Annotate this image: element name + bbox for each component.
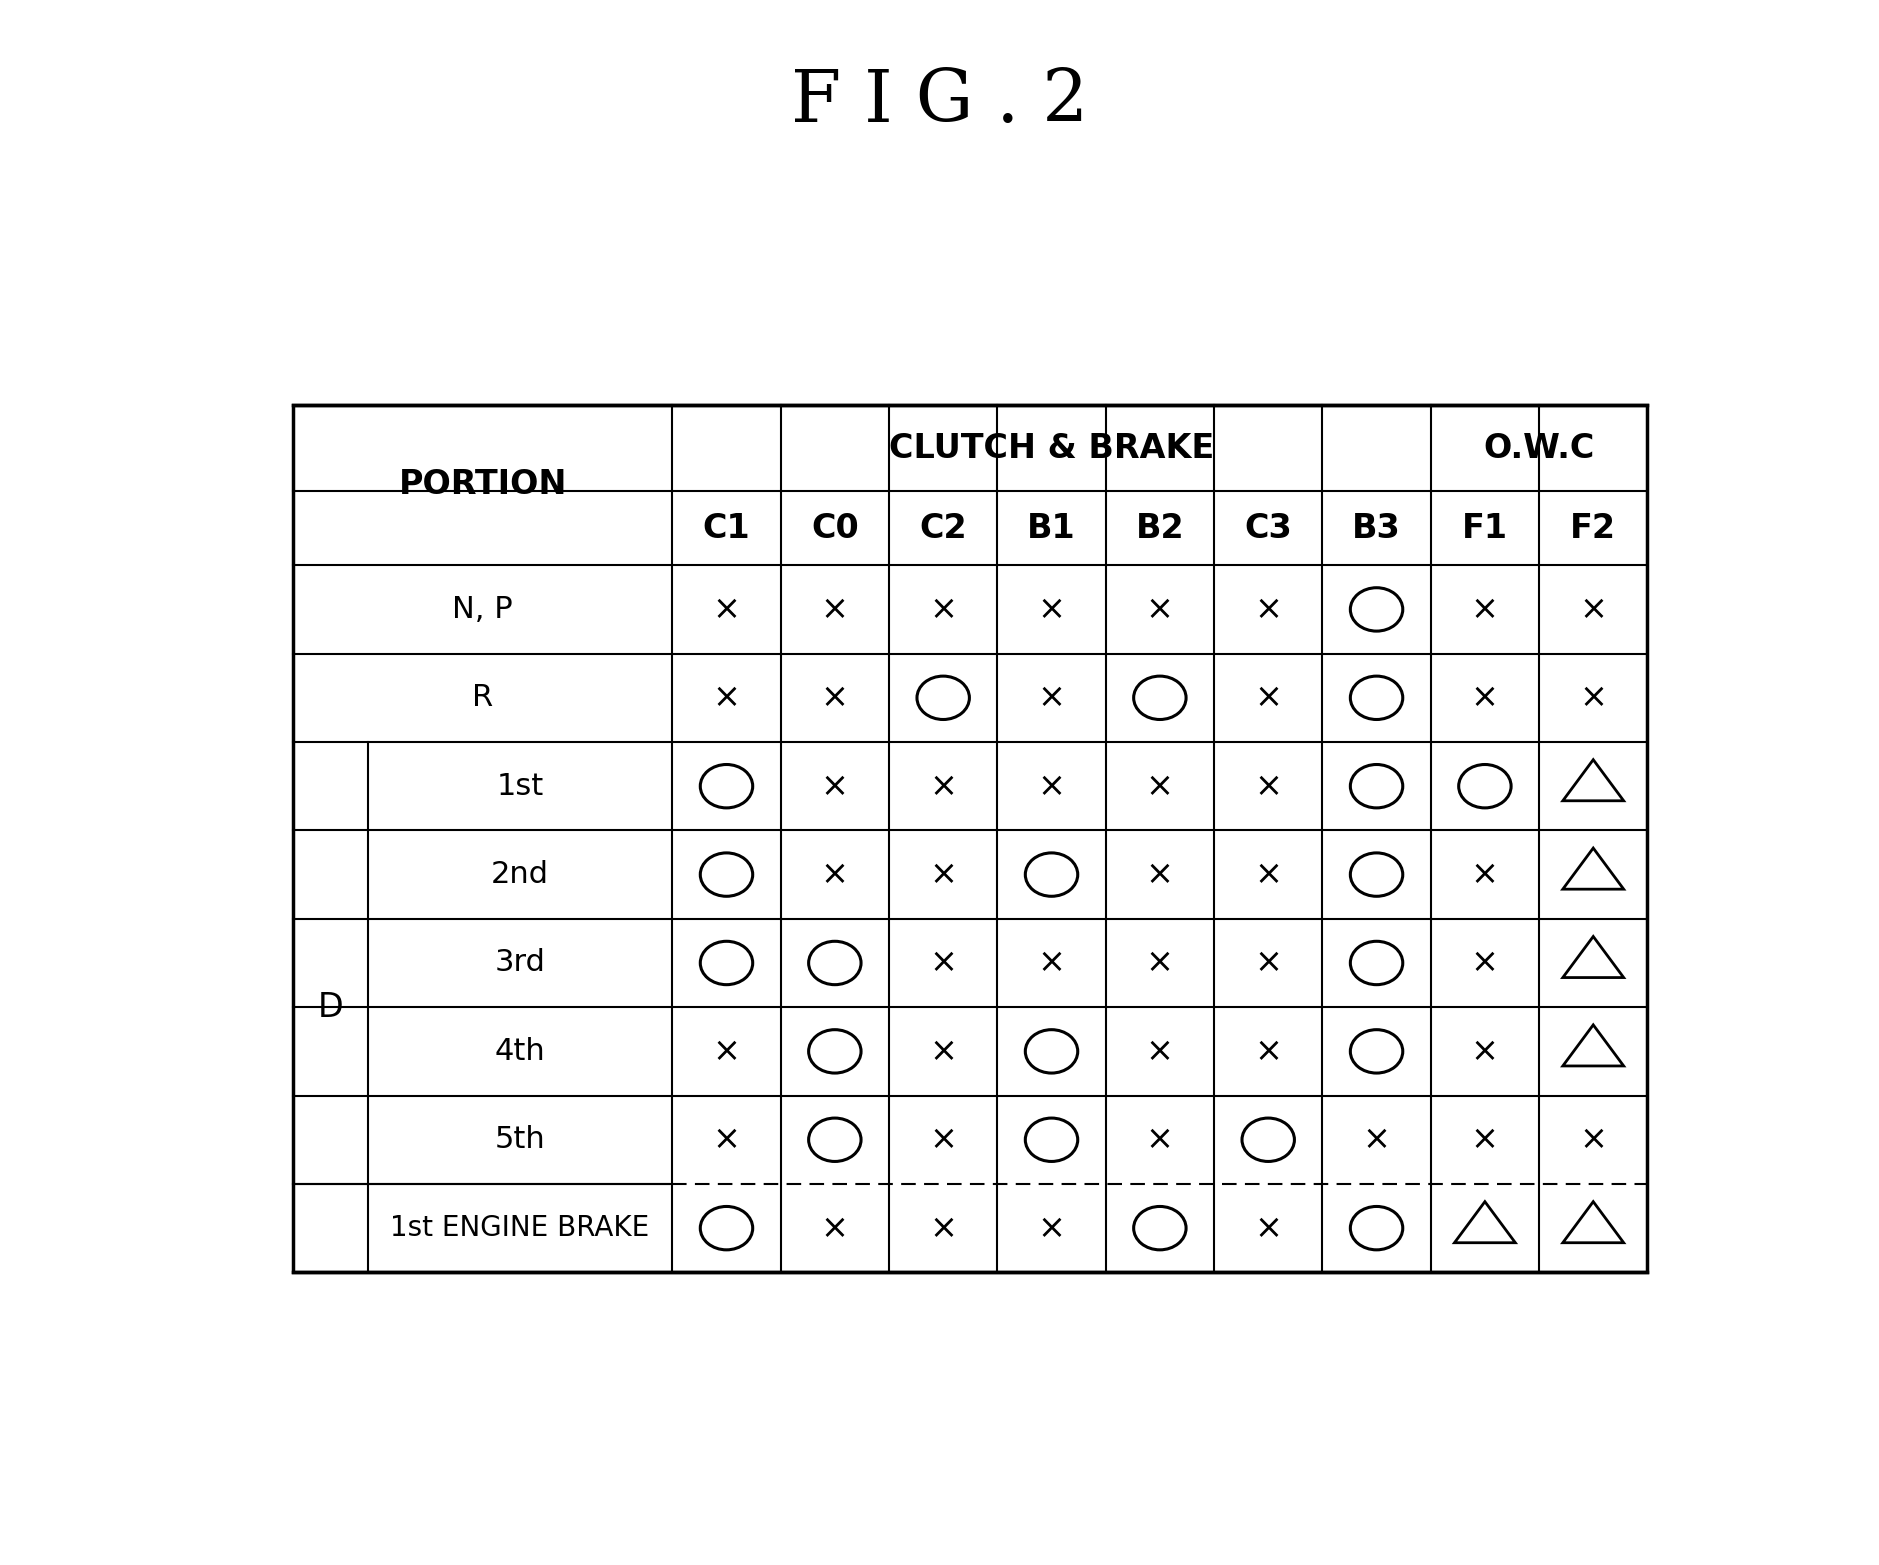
Text: ×: × xyxy=(1253,1034,1281,1067)
Text: ×: × xyxy=(1037,681,1065,714)
Text: 1st: 1st xyxy=(496,772,543,801)
Text: C2: C2 xyxy=(919,512,968,545)
Text: ×: × xyxy=(1362,1124,1390,1157)
Text: ×: × xyxy=(1471,1124,1499,1157)
Text: 1st ENGINE BRAKE: 1st ENGINE BRAKE xyxy=(391,1214,650,1243)
Text: ×: × xyxy=(1037,1211,1065,1244)
Text: ×: × xyxy=(1037,593,1065,626)
Text: ×: × xyxy=(821,681,849,714)
Text: ×: × xyxy=(821,593,849,626)
Text: ×: × xyxy=(821,1211,849,1244)
Text: O.W.C: O.W.C xyxy=(1483,432,1595,465)
Text: C3: C3 xyxy=(1244,512,1293,545)
Text: D: D xyxy=(318,991,344,1024)
Text: ×: × xyxy=(930,858,956,890)
Text: ×: × xyxy=(821,858,849,890)
Text: B1: B1 xyxy=(1028,512,1077,545)
Text: ×: × xyxy=(712,681,740,714)
Text: ×: × xyxy=(1471,681,1499,714)
Text: 3rd: 3rd xyxy=(494,948,545,978)
Text: ×: × xyxy=(1578,681,1607,714)
Text: ×: × xyxy=(1146,858,1174,890)
Text: B3: B3 xyxy=(1353,512,1402,545)
Text: ×: × xyxy=(1578,593,1607,626)
Text: ×: × xyxy=(1578,1124,1607,1157)
Text: ×: × xyxy=(1253,593,1281,626)
Text: ×: × xyxy=(930,1034,956,1067)
Text: R: R xyxy=(472,684,494,712)
Text: ×: × xyxy=(1471,858,1499,890)
Text: ×: × xyxy=(930,1124,956,1157)
Text: 2nd: 2nd xyxy=(490,861,549,889)
Text: C0: C0 xyxy=(812,512,859,545)
Text: ×: × xyxy=(821,770,849,803)
Text: 4th: 4th xyxy=(494,1038,545,1066)
Text: ×: × xyxy=(1146,770,1174,803)
Text: ×: × xyxy=(1146,1124,1174,1157)
Text: F I G . 2: F I G . 2 xyxy=(791,66,1088,138)
Text: ×: × xyxy=(1253,681,1281,714)
Text: ×: × xyxy=(1146,593,1174,626)
Text: C1: C1 xyxy=(703,512,750,545)
Text: ×: × xyxy=(1253,770,1281,803)
Text: ×: × xyxy=(930,770,956,803)
Text: F2: F2 xyxy=(1571,512,1616,545)
Text: ×: × xyxy=(1146,947,1174,980)
Text: ×: × xyxy=(1253,858,1281,890)
Text: ×: × xyxy=(1471,947,1499,980)
Text: B2: B2 xyxy=(1135,512,1184,545)
Text: F1: F1 xyxy=(1462,512,1509,545)
Text: PORTION: PORTION xyxy=(398,468,567,501)
Text: ×: × xyxy=(930,1211,956,1244)
Text: ×: × xyxy=(712,1124,740,1157)
Text: ×: × xyxy=(1253,1211,1281,1244)
Text: N, P: N, P xyxy=(453,595,513,624)
Text: ×: × xyxy=(712,1034,740,1067)
Text: ×: × xyxy=(1146,1034,1174,1067)
Text: ×: × xyxy=(1253,947,1281,980)
Text: 5th: 5th xyxy=(494,1125,545,1155)
Text: ×: × xyxy=(1471,1034,1499,1067)
Text: ×: × xyxy=(930,593,956,626)
Text: ×: × xyxy=(1037,947,1065,980)
Text: ×: × xyxy=(930,947,956,980)
Text: ×: × xyxy=(712,593,740,626)
Text: CLUTCH & BRAKE: CLUTCH & BRAKE xyxy=(889,432,1214,465)
Text: ×: × xyxy=(1471,593,1499,626)
Text: ×: × xyxy=(1037,770,1065,803)
